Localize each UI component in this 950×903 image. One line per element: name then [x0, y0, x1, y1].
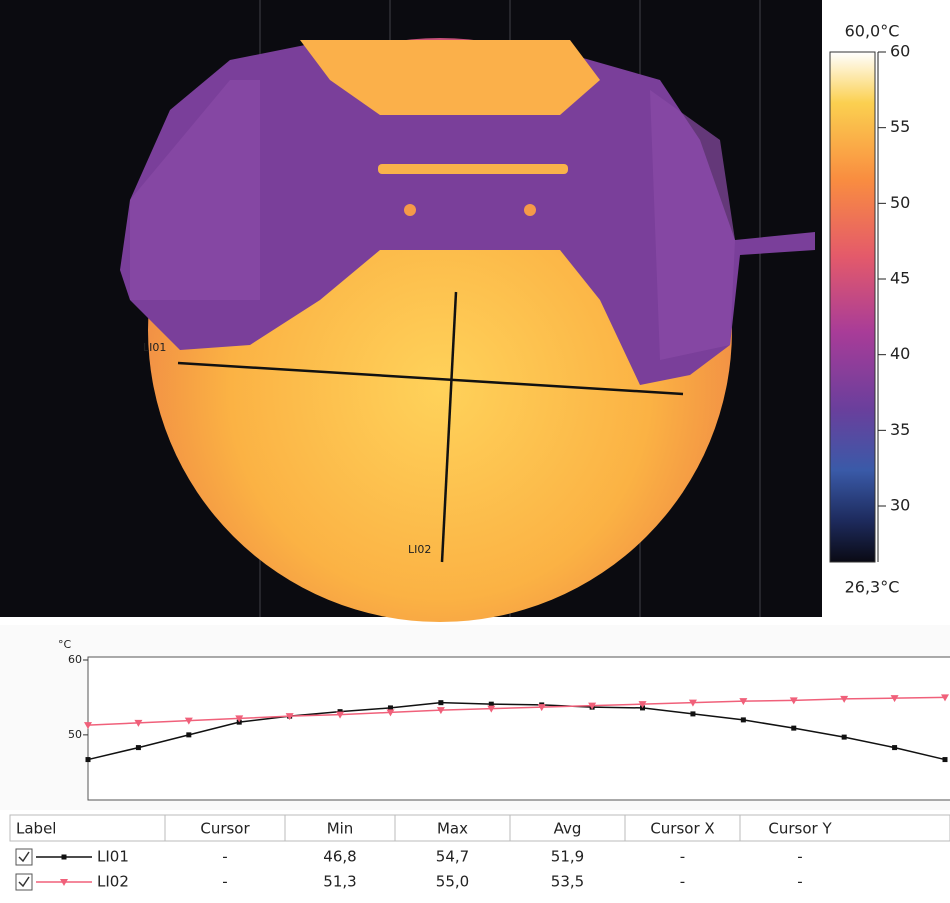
row-label: LI02	[97, 873, 129, 891]
column-header: Cursor	[200, 820, 250, 838]
color-tick-label: 45	[890, 269, 910, 288]
y-tick-label: 60	[68, 653, 82, 666]
cell: 55,0	[436, 873, 469, 891]
marker	[943, 757, 948, 762]
cell: 46,8	[323, 848, 356, 866]
checkbox[interactable]	[16, 874, 32, 890]
color-tick-label: 40	[890, 344, 910, 363]
cell: -	[680, 873, 685, 891]
slot	[378, 164, 568, 174]
column-header: Label	[16, 820, 56, 838]
column-header: Cursor X	[650, 820, 714, 838]
line-label: LI01	[143, 341, 166, 354]
color-tick-label: 30	[890, 496, 910, 515]
marker	[842, 735, 847, 740]
marker	[86, 757, 91, 762]
marker	[438, 700, 443, 705]
line-label: LI02	[408, 543, 431, 556]
marker	[892, 745, 897, 750]
cell: 51,3	[323, 873, 356, 891]
color-min: 26,3°C	[845, 578, 900, 597]
hole	[404, 204, 416, 216]
cell: -	[222, 848, 227, 866]
cell: -	[680, 848, 685, 866]
cell: -	[797, 873, 802, 891]
y-unit: °C	[58, 638, 72, 651]
y-tick-label: 50	[68, 728, 82, 741]
column-header: Avg	[554, 820, 582, 838]
marker	[741, 717, 746, 722]
cell: -	[222, 873, 227, 891]
marker	[690, 711, 695, 716]
color-max: 60,0°C	[845, 22, 900, 41]
column-header: Min	[327, 820, 354, 838]
hole	[524, 204, 536, 216]
legend-marker	[62, 855, 67, 860]
color-tick-label: 50	[890, 193, 910, 212]
marker	[136, 745, 141, 750]
color-tick-label: 35	[890, 420, 910, 439]
column-header: Max	[437, 820, 468, 838]
thermal-app: LI01 LI02 60,0°C 26,3°C °C 60 55 50 45 40 35 3…	[0, 0, 950, 899]
plot-area	[88, 657, 950, 800]
cell: 54,7	[436, 848, 469, 866]
column-header: Cursor Y	[768, 820, 832, 838]
cell: 51,9	[551, 848, 584, 866]
cell: 53,5	[551, 873, 584, 891]
marker	[186, 732, 191, 737]
color-tick-label: 60	[890, 42, 910, 61]
color-tick-label: 55	[890, 117, 910, 136]
cell: -	[797, 848, 802, 866]
checkbox[interactable]	[16, 849, 32, 865]
marker	[791, 726, 796, 731]
color-bar	[830, 52, 875, 562]
row-label: LI01	[97, 848, 129, 866]
